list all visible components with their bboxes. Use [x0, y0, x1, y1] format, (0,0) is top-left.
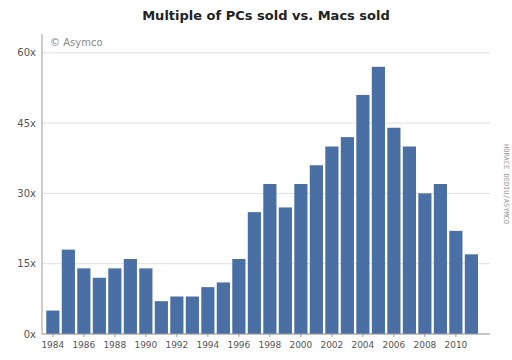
- bar: [155, 301, 168, 334]
- watermark: © Asymco: [50, 37, 103, 48]
- bar: [372, 67, 385, 334]
- y-tick-label: 30x: [17, 188, 36, 199]
- bar: [325, 147, 338, 335]
- x-tick-label: 2002: [320, 340, 343, 350]
- x-tick: [300, 334, 301, 337]
- bar: [62, 250, 75, 334]
- x-tick: [331, 334, 332, 337]
- bar: [294, 184, 307, 334]
- bar: [465, 254, 478, 334]
- bar: [263, 184, 276, 334]
- bar: [449, 231, 462, 334]
- y-tick-label: 60x: [17, 47, 36, 58]
- y-tick-label: 0x: [24, 329, 36, 340]
- x-tick: [424, 334, 425, 337]
- x-tick: [207, 334, 208, 337]
- x-tick-label: 1992: [165, 340, 188, 350]
- bar: [170, 297, 183, 335]
- bar: [403, 147, 416, 335]
- x-tick: [114, 334, 115, 337]
- x-tick-label: 1984: [41, 340, 64, 350]
- x-tick: [52, 334, 53, 337]
- x-tick: [238, 334, 239, 337]
- side-text: HORACE DEDIU/ASYMCO: [502, 144, 510, 224]
- bar: [217, 282, 230, 334]
- bar: [186, 297, 199, 335]
- bar: [46, 311, 59, 334]
- x-tick: [455, 334, 456, 337]
- grid-line: [42, 334, 490, 335]
- x-tick: [362, 334, 363, 337]
- chart-svg: Multiple of PCs sold vs. Macs sold 0x 15x 3…: [0, 0, 512, 360]
- x-tick-label: 1996: [227, 340, 250, 350]
- y-tick-label: 45x: [17, 118, 36, 129]
- x-tick: [83, 334, 84, 337]
- x-tick: [269, 334, 270, 337]
- bar: [356, 95, 369, 334]
- x-tick-label: 1990: [134, 340, 157, 350]
- bar: [279, 207, 292, 334]
- bar: [310, 165, 323, 334]
- x-tick-label: 2008: [413, 340, 436, 350]
- y-grid: [42, 53, 490, 334]
- x-tick: [393, 334, 394, 337]
- x-tick-label: 2006: [382, 340, 405, 350]
- x-tick-label: 1994: [196, 340, 219, 350]
- y-axis-line: [42, 34, 43, 334]
- chart-container: Multiple of PCs sold vs. Macs sold 0x 15x 3…: [0, 0, 512, 360]
- bar: [124, 259, 137, 334]
- bar: [201, 287, 214, 334]
- bar: [387, 128, 400, 334]
- y-tick-label: 15x: [17, 258, 36, 269]
- x-tick-label: 2000: [289, 340, 312, 350]
- x-tick: [145, 334, 146, 337]
- bar: [341, 137, 354, 334]
- x-axis-line: [42, 334, 490, 335]
- bar: [418, 193, 431, 334]
- chart-title: Multiple of PCs sold vs. Macs sold: [142, 8, 390, 23]
- x-tick-label: 1998: [258, 340, 281, 350]
- bars: [46, 67, 478, 334]
- bar: [248, 212, 261, 334]
- x-tick-label: 1986: [72, 340, 95, 350]
- grid-line: [42, 123, 490, 124]
- bar: [108, 268, 121, 334]
- grid-line: [42, 52, 490, 53]
- bar: [434, 184, 447, 334]
- bar: [93, 278, 106, 334]
- x-tick-label: 1988: [103, 340, 126, 350]
- x-tick-label: 2010: [444, 340, 467, 350]
- bar: [232, 259, 245, 334]
- bar: [77, 268, 90, 334]
- bar: [139, 268, 152, 334]
- x-tick: [176, 334, 177, 337]
- x-tick-label: 2004: [351, 340, 374, 350]
